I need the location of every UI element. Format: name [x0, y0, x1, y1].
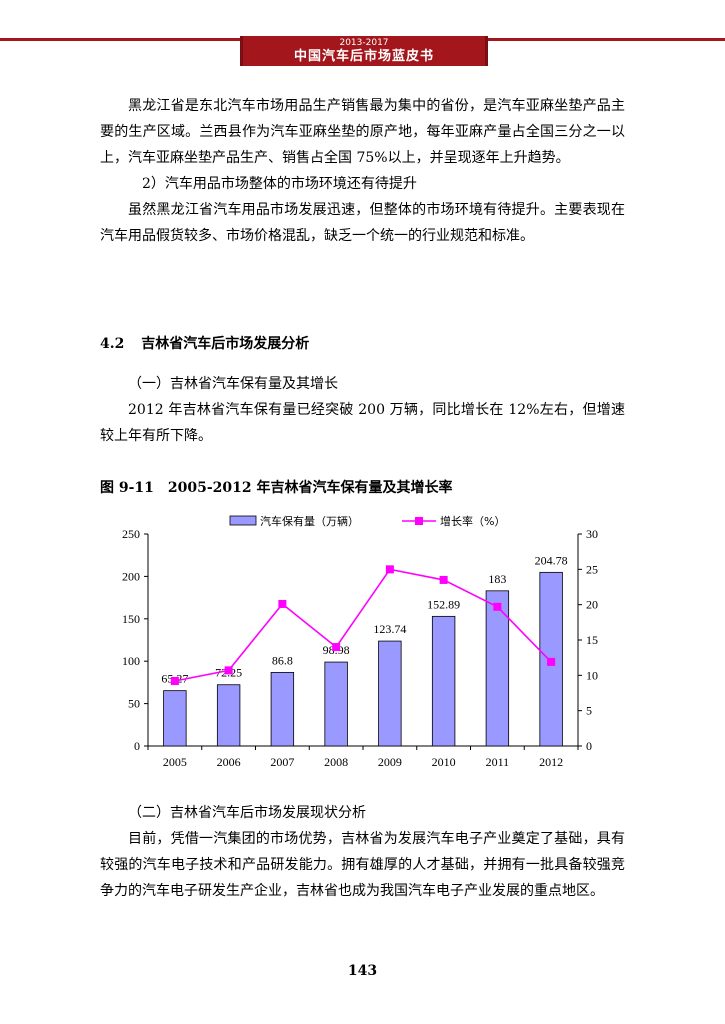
y-left-tick-label: 0 — [134, 739, 140, 753]
y-right-tick-label: 10 — [586, 668, 598, 682]
figure-title: 图 9-11 2005-2012 年吉林省汽车保有量及其增长率 — [100, 480, 453, 496]
growth-rate-point — [170, 676, 179, 685]
legend-bar-swatch — [229, 515, 257, 526]
growth-rate-point — [278, 599, 287, 608]
bar — [324, 661, 348, 747]
x-tick-label: 2009 — [378, 755, 402, 769]
body-block-sub2: （二）吉林省汽车后市场发展现状分析 目前，凭借一汽集团的市场优势，吉林省为发展汽… — [100, 800, 625, 904]
body-block-sub1: （一）吉林省汽车保有量及其增长 2012 年吉林省汽车保有量已经突破 200 万… — [100, 371, 625, 449]
paragraph-market-environment: 虽然黑龙江省汽车用品市场发展迅速，但整体的市场环境有待提升。主要表现在汽车用品假… — [100, 202, 625, 244]
y-right-tick-label: 5 — [586, 704, 592, 718]
header-title: 中国汽车后市场蓝皮书 — [293, 49, 434, 64]
y-right-tick-label: 0 — [586, 739, 592, 753]
x-tick-label: 2006 — [217, 755, 241, 769]
growth-rate-line — [174, 568, 552, 682]
bar — [378, 640, 402, 747]
page-number: 143 — [347, 963, 378, 979]
y-left-tick-label: 150 — [122, 612, 140, 626]
growth-rate-point — [332, 643, 341, 652]
growth-rate-point — [385, 565, 394, 574]
bar-value-label: 86.8 — [272, 653, 293, 667]
growth-rate-point — [224, 666, 233, 675]
legend-line-label: 增长率（%） — [440, 514, 505, 528]
running-header: 2013-2017 中国汽车后市场蓝皮书 — [240, 36, 488, 66]
x-tick-label: 2012 — [539, 755, 563, 769]
x-tick-label: 2008 — [324, 755, 348, 769]
subsection-2-heading: （二）吉林省汽车后市场发展现状分析 — [128, 805, 366, 821]
y-right-tick-label: 25 — [586, 562, 598, 576]
header-years: 2013-2017 — [339, 38, 389, 48]
legend-line-marker — [415, 517, 423, 525]
growth-rate-point — [439, 575, 448, 584]
x-tick-label: 2005 — [163, 755, 187, 769]
legend-bar-label: 汽车保有量（万辆） — [260, 514, 359, 528]
y-right-tick-label: 20 — [586, 598, 598, 612]
body-block-top: 黑龙江省是东北汽车市场用品生产销售最为集中的省份，是汽车亚麻坐垫产品主要的生产区… — [100, 93, 625, 249]
chart-svg: 0 50 100 150 200 250 0 5 10 15 20 25 30 2005 2006 2007 2… — [122, 514, 598, 769]
chart: 0 50 100 150 200 250 0 5 10 15 20 25 30 2005 2006 2007 2… — [100, 510, 625, 780]
paragraph-heilongjiang: 黑龙江省是东北汽车市场用品生产销售最为集中的省份，是汽车亚麻坐垫产品主要的生产区… — [100, 98, 625, 166]
y-left-tick-label: 100 — [122, 654, 140, 668]
y-left-tick-label: 200 — [122, 569, 140, 583]
subheading-market-environment: 2）汽车用品市场整体的市场环境还有待提升 — [142, 176, 417, 192]
paragraph-jilin-ownership: 2012 年吉林省汽车保有量已经突破 200 万辆，同比增长在 12%左右，但增… — [100, 402, 625, 444]
bar-value-label: 204.78 — [535, 553, 568, 567]
bar-value-label: 152.89 — [427, 597, 460, 611]
subsection-1-heading: （一）吉林省汽车保有量及其增长 — [128, 376, 338, 392]
y-left-tick-label: 50 — [128, 697, 140, 711]
y-left-tick-label: 250 — [122, 527, 140, 541]
section-number: 4.2 — [100, 336, 125, 352]
growth-rate-point — [547, 657, 556, 666]
x-tick-label: 2011 — [486, 755, 510, 769]
section-heading: 4.2 吉林省汽车后市场发展分析 — [100, 333, 309, 353]
x-tick-label: 2007 — [270, 755, 294, 769]
x-tick-label: 2010 — [432, 755, 456, 769]
y-right-tick-label: 15 — [586, 633, 598, 647]
bar-value-label: 183 — [488, 572, 506, 586]
bar — [431, 615, 456, 747]
bar-value-label: 123.74 — [373, 622, 406, 636]
bar — [216, 684, 241, 747]
bar — [163, 690, 187, 747]
section-title: 吉林省汽车后市场发展分析 — [141, 336, 310, 352]
paragraph-jilin-aftermarket: 目前，凭借一汽集团的市场优势，吉林省为发展汽车电子产业奠定了基础，具有较强的汽车… — [100, 831, 625, 899]
y-right-tick-label: 30 — [586, 527, 598, 541]
growth-rate-point — [493, 602, 502, 611]
bar — [485, 590, 510, 747]
bar — [270, 671, 295, 747]
